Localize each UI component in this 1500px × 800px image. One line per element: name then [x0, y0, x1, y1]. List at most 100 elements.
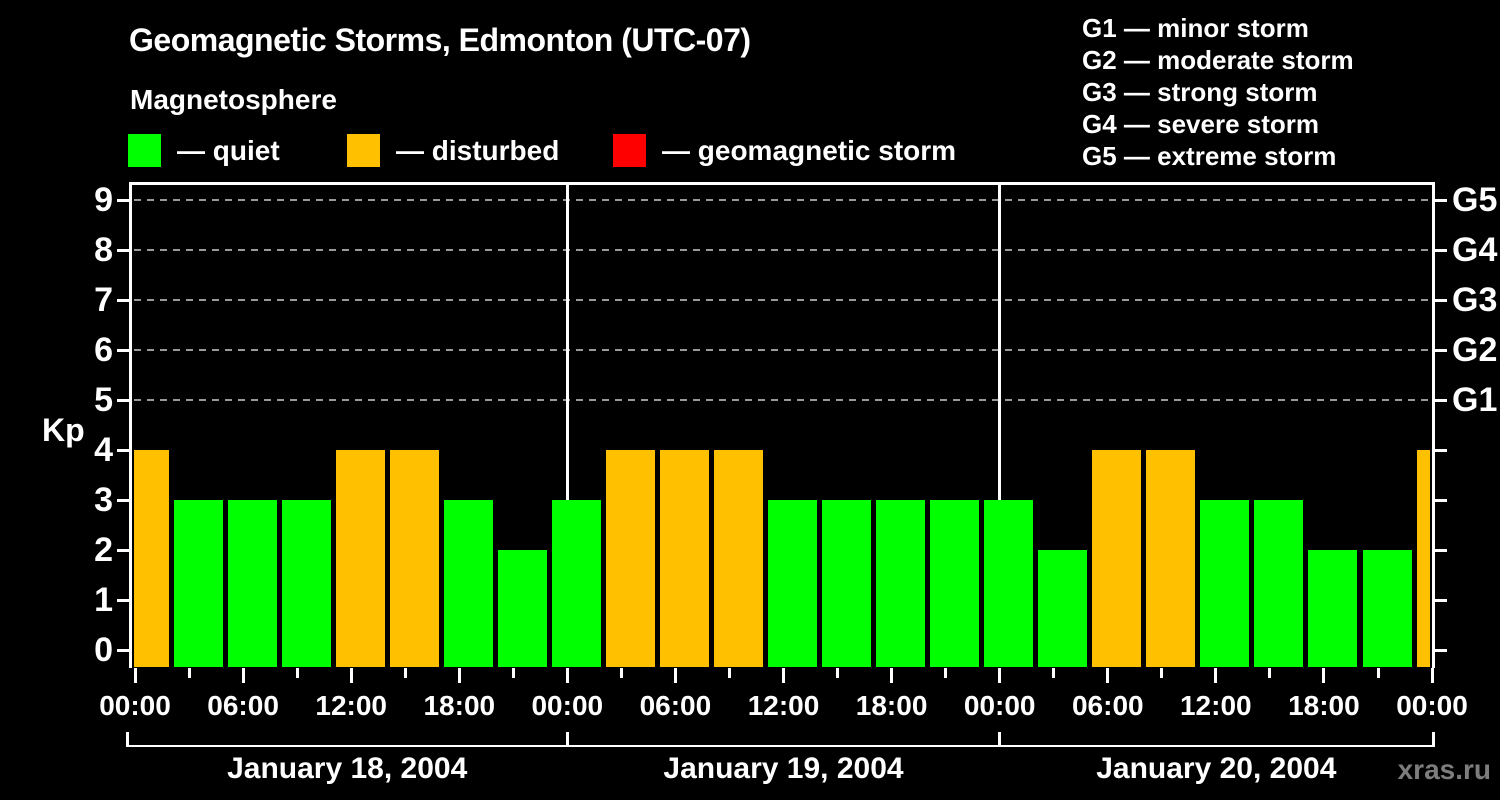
g5-legend-line: G5 — extreme storm — [1082, 141, 1337, 171]
x-axis-tick — [998, 668, 1002, 683]
y-axis-title: Kp — [42, 412, 85, 448]
date-bracket-tick — [565, 732, 569, 747]
x-axis-label: 18:00 — [1288, 690, 1360, 721]
plot-top-frame — [129, 182, 1435, 185]
x-axis-label: 06:00 — [639, 690, 712, 721]
x-axis-label: 00:00 — [531, 690, 604, 721]
y-axis-tick — [117, 499, 129, 502]
x-axis-tick — [511, 668, 515, 678]
g-level-label: G1 — [1452, 381, 1498, 419]
xras-watermark: xras.ru — [1397, 754, 1491, 785]
x-axis-label: 00:00 — [963, 690, 1036, 721]
date-label: January 20, 2004 — [1096, 752, 1337, 785]
x-axis-label: 06:00 — [207, 690, 279, 721]
y-axis-label: 3 — [94, 481, 113, 519]
right-axis-tick — [1435, 399, 1447, 402]
x-axis-tick — [1160, 668, 1164, 678]
x-axis-tick — [565, 668, 569, 683]
legend-item-storm: — geomagnetic storm — [613, 134, 956, 167]
y-axis-tick — [117, 249, 129, 252]
legend-item-disturbed: — disturbed — [347, 134, 559, 167]
x-axis-label: 06:00 — [1071, 690, 1144, 721]
kp-bar — [1254, 500, 1304, 667]
right-axis-tick — [1435, 199, 1447, 202]
storm-legend-label: — geomagnetic storm — [662, 134, 957, 166]
x-axis-tick — [457, 668, 461, 683]
day-separator-line — [565, 185, 569, 667]
right-axis-tick — [1435, 299, 1447, 302]
y-axis-label: 1 — [94, 581, 113, 619]
kp-bar — [822, 500, 871, 667]
date-label: January 18, 2004 — [227, 752, 468, 785]
x-axis-tick — [349, 668, 353, 683]
right-axis-tick — [1435, 349, 1447, 352]
gridline-kp8 — [134, 249, 1430, 251]
right-axis-tick — [1435, 549, 1447, 552]
kp-bar — [714, 450, 763, 667]
x-axis-label: 12:00 — [1179, 690, 1252, 721]
g-level-label: G2 — [1452, 331, 1498, 369]
chart-title: Geomagnetic Storms, Edmonton (UTC-07) — [129, 22, 751, 58]
kp-bar — [389, 450, 439, 667]
y-axis-tick — [117, 549, 129, 552]
kp-bar — [659, 450, 709, 667]
y-axis-label: 4 — [94, 431, 113, 469]
date-label: January 19, 2004 — [663, 752, 904, 785]
gridline-kp9 — [134, 199, 1430, 201]
right-axis-tick — [1435, 449, 1447, 452]
date-bracket-tick — [125, 732, 129, 747]
kp-bar — [173, 500, 223, 667]
plot-area — [134, 185, 1430, 667]
x-axis-tick — [1214, 668, 1218, 683]
kp-bar — [1308, 550, 1358, 667]
gridline-kp6 — [134, 349, 1430, 351]
storm-color-swatch — [613, 134, 646, 167]
g-level-label: G4 — [1452, 231, 1498, 269]
x-axis-tick — [187, 668, 191, 678]
quiet-legend-label: — quiet — [177, 134, 280, 166]
g-level-label: G5 — [1452, 181, 1498, 219]
x-axis-tick — [619, 668, 623, 678]
left-axis-line — [129, 182, 132, 668]
kp-bar — [1038, 550, 1088, 667]
kp-bar — [443, 500, 493, 667]
magnetosphere-label: Magnetosphere — [130, 84, 337, 115]
y-axis-tick — [117, 599, 129, 602]
right-axis-tick — [1435, 249, 1447, 252]
y-axis-tick — [117, 199, 129, 202]
g1-legend-line: G1 — minor storm — [1082, 13, 1309, 43]
disturbed-color-swatch — [347, 134, 380, 167]
kp-bar — [281, 500, 331, 667]
day-separator-line — [998, 185, 1002, 667]
right-axis-tick — [1435, 599, 1447, 602]
x-axis-tick — [836, 668, 839, 678]
x-axis-label: 18:00 — [423, 690, 496, 721]
g4-legend-line: G4 — severe storm — [1082, 109, 1320, 139]
right-axis-tick — [1435, 499, 1447, 502]
y-axis-label: 5 — [94, 381, 113, 419]
kp-bar — [227, 500, 277, 667]
kp-bar — [984, 500, 1034, 667]
y-axis-label: 6 — [94, 331, 113, 369]
g2-legend-line: G2 — moderate storm — [1082, 45, 1354, 75]
y-axis-label: 7 — [94, 281, 113, 319]
kp-bar — [1092, 450, 1142, 667]
y-axis-label: 0 — [94, 631, 113, 669]
right-axis-line — [1432, 182, 1435, 668]
y-axis-tick — [117, 299, 129, 302]
y-axis-tick — [117, 449, 129, 452]
x-axis-tick — [295, 668, 299, 678]
date-bracket-line — [127, 745, 1434, 747]
y-axis-label: 8 — [94, 231, 113, 269]
x-axis-tick — [890, 668, 894, 683]
y-axis-tick — [117, 399, 129, 402]
x-axis-tick — [782, 668, 785, 683]
kp-bar — [497, 550, 547, 667]
kp-bar — [551, 500, 601, 667]
x-axis-tick — [1430, 668, 1434, 683]
x-axis-label: 12:00 — [747, 690, 820, 721]
disturbed-legend-label: — disturbed — [396, 134, 560, 166]
y-axis-tick — [117, 349, 129, 352]
gridline-kp7 — [134, 299, 1430, 301]
